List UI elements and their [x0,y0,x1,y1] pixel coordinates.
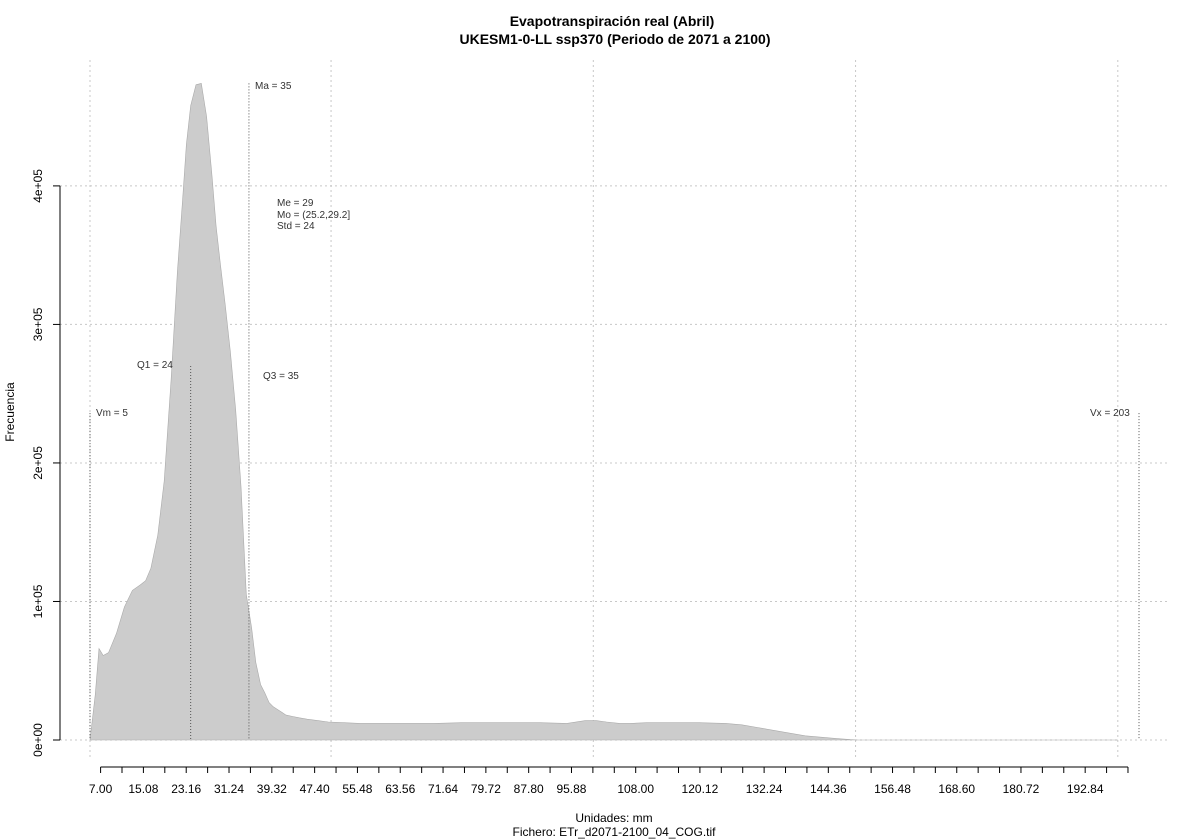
x-tick-label: 7.00 [89,782,113,796]
x-tick-label: 15.08 [128,782,158,796]
x-tick-label: 108.00 [617,782,654,796]
chart-subtitle: UKESM1-0-LL ssp370 (Periodo de 2071 a 21… [460,31,771,47]
file-footer: Fichero: ETr_d2071-2100_04_COG.tif [513,825,717,839]
x-tick-label: 180.72 [1003,782,1040,796]
marker-lines [89,83,1140,740]
y-axis-label: Frecuencia [3,382,17,442]
chart-title: Evapotranspiración real (Abril) [510,13,715,29]
x-tick-label: 156.48 [874,782,911,796]
x-tick-label: 55.48 [342,782,372,796]
x-tick-label: 79.72 [471,782,501,796]
x-tick-label: 39.32 [257,782,287,796]
x-tick-label: 23.16 [171,782,201,796]
density-area-layer [89,83,1118,741]
density-area [89,83,1118,741]
x-tick-label: 95.88 [556,782,586,796]
x-tick-label: 47.40 [300,782,330,796]
x-tick-label: 120.12 [682,782,719,796]
y-tick-label: 1e+05 [31,584,45,618]
x-tick-label: 71.64 [428,782,458,796]
axes: 0e+00 1e+05 2e+05 3e+05 4e+05 7.00 15.08 23.16 3… [31,169,1129,796]
x-tick-label: 132.24 [746,782,783,796]
label-q3: Q3 = 35 [263,371,299,382]
y-tick-label: 3e+05 [31,307,45,341]
x-tick-label: 87.80 [514,782,544,796]
y-tick-label: 2e+05 [31,446,45,480]
x-tick-label: 31.24 [214,782,244,796]
x-tick-label: 168.60 [938,782,975,796]
stat-std: Std = 24 [277,221,315,232]
label-ma: Ma = 35 [255,81,292,92]
x-tick-label: 63.56 [385,782,415,796]
x-axis-label: Unidades: mm [575,811,652,825]
stat-mean: Me = 29 [277,198,314,209]
x-tick-label: 192.84 [1067,782,1104,796]
y-tick-label: 0e+00 [31,723,45,757]
label-vx: Vx = 203 [1090,408,1130,419]
y-tick-label: 4e+05 [31,169,45,203]
label-vm: Vm = 5 [96,408,128,419]
x-tick-label: 144.36 [810,782,847,796]
stat-mode: Mo = (25.2,29.2] [277,210,350,221]
label-q1: Q1 = 24 [137,360,173,371]
